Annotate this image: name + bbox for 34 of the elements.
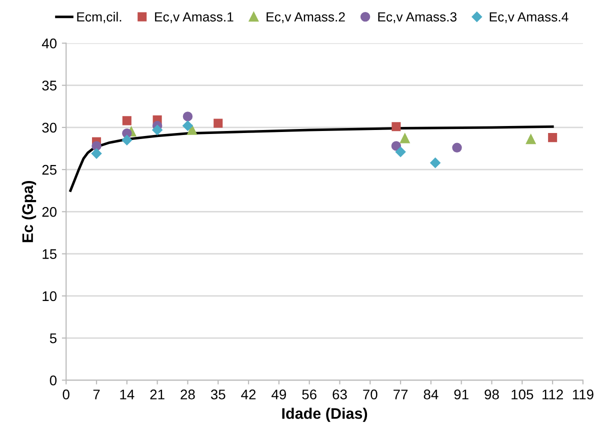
x-tick-label: 7	[93, 390, 100, 400]
x-tick-label: 98	[484, 390, 499, 400]
x-tick-label: 28	[180, 390, 195, 400]
legend-label: Ecm,cil.	[77, 12, 122, 24]
x-axis-title: Idade (Dias)	[282, 408, 368, 422]
x-tick-label: 70	[363, 390, 378, 400]
x-tick-label: 0	[62, 390, 70, 400]
x-tick-label: 84	[424, 390, 438, 400]
x-tick-label: 21	[150, 390, 164, 400]
y-tick-label: 35	[42, 80, 56, 90]
x-tick-label: 77	[394, 390, 408, 400]
x-tick-label: 42	[241, 390, 256, 400]
x-tick-label: 35	[210, 390, 226, 400]
y-tick-label: 0	[50, 375, 57, 386]
y-tick-label: 15	[42, 249, 56, 259]
legend-label: Ec,v Amass.1	[155, 12, 234, 24]
legend-label: Ec,v Amass.2	[266, 12, 345, 24]
y-tick-label: 5	[50, 334, 56, 344]
x-tick-label: 112	[542, 390, 563, 400]
y-tick-label: 30	[42, 122, 57, 133]
y-axis-title: Ec (Gpa)	[22, 181, 36, 242]
y-tick-label: 10	[42, 291, 57, 302]
x-tick-label: 105	[512, 390, 534, 400]
y-tick-label: 40	[42, 38, 57, 48]
x-tick-label: 63	[332, 390, 347, 400]
x-tick-label: 91	[454, 390, 468, 400]
legend-label: Ec,v Amass.4	[490, 12, 568, 24]
x-tick-label: 14	[120, 390, 134, 400]
x-tick-label: 56	[302, 390, 316, 400]
x-tick-label: 49	[272, 390, 286, 400]
y-tick-label: 20	[42, 207, 57, 217]
x-tick-label: 119	[572, 390, 594, 400]
y-tick-label: 25	[42, 164, 56, 175]
legend-label: Ec,v Amass.3	[378, 12, 457, 24]
